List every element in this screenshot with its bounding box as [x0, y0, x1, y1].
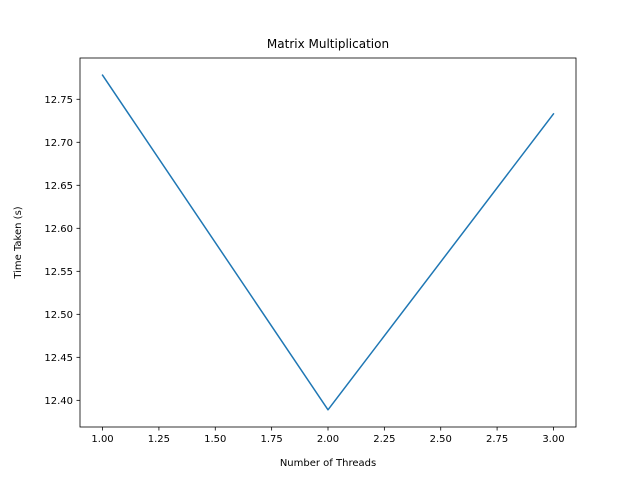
y-tick-label: 12.70 — [44, 138, 73, 149]
series-layer — [101, 74, 555, 411]
y-axis-label: Time Taken (s) — [13, 206, 24, 279]
x-tick-label: 1.50 — [204, 434, 226, 445]
x-tick-label: 2.75 — [486, 434, 508, 445]
x-tick-label: 2.25 — [373, 434, 395, 445]
x-tick-label: 1.00 — [91, 434, 113, 445]
x-tick-label: 1.75 — [261, 434, 283, 445]
plot-background — [80, 58, 576, 427]
x-tick-label: 1.25 — [148, 434, 170, 445]
x-tick-label: 2.00 — [317, 434, 339, 445]
y-tick-label: 12.40 — [44, 396, 73, 407]
y-tick-label: 12.50 — [44, 310, 73, 321]
series-line-0 — [101, 74, 555, 411]
chart-title: Matrix Multiplication — [267, 37, 389, 51]
plot-frame — [79, 57, 577, 428]
y-tick-label: 12.60 — [44, 224, 73, 235]
y-tick-label: 12.75 — [44, 95, 73, 106]
y-axis-ticks: 12.40 12.45 12.50 12.55 12.60 12.65 12.70 12.75 — [44, 95, 80, 407]
x-tick-label: 2.50 — [430, 434, 452, 445]
y-tick-label: 12.45 — [44, 353, 73, 364]
x-tick-label: 3.00 — [542, 434, 564, 445]
plot-area — [80, 58, 576, 427]
y-tick-label: 12.65 — [44, 181, 73, 192]
x-axis-ticks: 1.00 1.25 1.50 1.75 2.00 2.25 2.50 2.75 3.00 — [91, 427, 565, 445]
y-tick-label: 12.55 — [44, 267, 73, 278]
x-axis-label: Number of Threads — [280, 458, 376, 469]
